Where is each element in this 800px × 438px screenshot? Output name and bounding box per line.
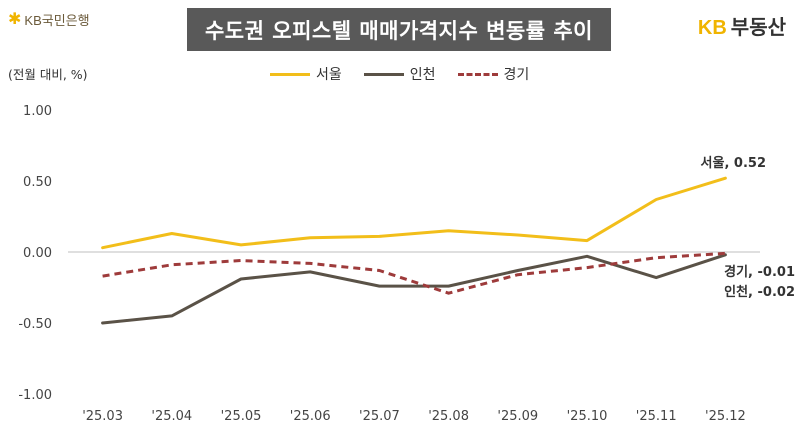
data-point-seoul	[586, 239, 589, 242]
data-point-incheon	[586, 255, 589, 258]
kb-brand-mark: KB	[697, 17, 727, 39]
y-tick-label: 1.00	[23, 104, 52, 119]
data-point-incheon	[240, 277, 243, 280]
y-tick-label: 0.50	[23, 175, 52, 190]
data-point-seoul	[724, 177, 727, 180]
data-point-gyeonggi	[309, 262, 312, 265]
end-label-seoul: 서울, 0.52	[701, 155, 766, 171]
x-tick-label: '25.09	[497, 409, 538, 424]
chart-title: 수도권 오피스텔 매매가격지수 변동률 추이	[187, 8, 611, 51]
series-line-seoul	[101, 176, 727, 250]
x-tick-label: '25.08	[428, 409, 469, 424]
legend-item-gyeonggi: 경기	[457, 64, 530, 84]
chart-legend: 서울 인천 경기	[270, 64, 529, 84]
legend-swatch-incheon	[363, 72, 404, 76]
legend-item-seoul: 서울	[270, 64, 342, 84]
series-line-incheon	[101, 253, 727, 325]
data-point-seoul	[378, 235, 381, 238]
x-tick-label: '25.10	[567, 409, 608, 424]
data-point-gyeonggi	[655, 256, 658, 259]
x-tick-label: '25.04	[151, 409, 192, 424]
legend-swatch-seoul	[270, 72, 310, 76]
data-point-gyeonggi	[586, 266, 589, 269]
data-point-gyeonggi	[516, 273, 519, 276]
x-tick-label: '25.03	[82, 409, 123, 424]
x-tick-label: '25.12	[705, 409, 746, 424]
data-point-gyeonggi	[240, 259, 243, 262]
data-point-seoul	[309, 236, 312, 239]
y-tick-label: 0.00	[23, 246, 52, 261]
end-label-incheon: 인천, -0.02	[724, 284, 795, 300]
end-label-gyeonggi: 경기, -0.01	[724, 264, 795, 280]
x-tick-label: '25.06	[290, 409, 331, 424]
kb-star-icon: ✱	[8, 10, 22, 28]
y-axis-unit-label: (전월 대비, %)	[8, 67, 88, 82]
data-point-gyeonggi	[447, 292, 450, 295]
data-point-seoul	[655, 198, 658, 201]
legend-label-gyeonggi: 경기	[503, 67, 530, 83]
data-point-seoul	[516, 233, 519, 236]
kb-bank-logo: ✱ KB국민은행	[8, 10, 90, 29]
data-point-incheon	[309, 270, 312, 273]
x-tick-label: '25.05	[221, 409, 262, 424]
data-point-seoul	[447, 229, 450, 232]
legend-item-incheon: 인천	[363, 64, 436, 84]
series-line-gyeonggi	[102, 251, 726, 295]
data-point-seoul	[101, 246, 104, 249]
chart-title-text: 수도권 오피스텔 매매가격지수 변동률 추이	[204, 18, 593, 43]
brand-name: 부동산	[730, 15, 786, 39]
data-point-seoul	[240, 243, 243, 246]
data-point-gyeonggi	[170, 263, 173, 266]
legend-label-incheon: 인천	[409, 67, 436, 83]
data-point-incheon	[516, 269, 519, 272]
data-point-incheon	[101, 322, 104, 325]
data-point-seoul	[170, 232, 173, 235]
data-point-incheon	[170, 314, 173, 317]
kb-real-estate-logo: KB 부동산	[698, 11, 786, 40]
legend-swatch-gyeonggi	[457, 72, 498, 76]
legend-label-seoul: 서울	[316, 67, 342, 83]
x-tick-label: '25.11	[636, 409, 677, 424]
data-point-incheon	[378, 285, 381, 288]
y-tick-label: -0.50	[18, 317, 52, 332]
data-point-gyeonggi	[378, 269, 381, 272]
data-point-incheon	[447, 285, 450, 288]
data-point-gyeonggi	[724, 252, 727, 255]
kb-bank-logo-text: KB국민은행	[24, 13, 90, 28]
y-tick-label: -1.00	[18, 388, 52, 403]
data-point-gyeonggi	[101, 275, 104, 278]
data-point-incheon	[655, 276, 658, 279]
x-tick-label: '25.07	[359, 409, 400, 424]
